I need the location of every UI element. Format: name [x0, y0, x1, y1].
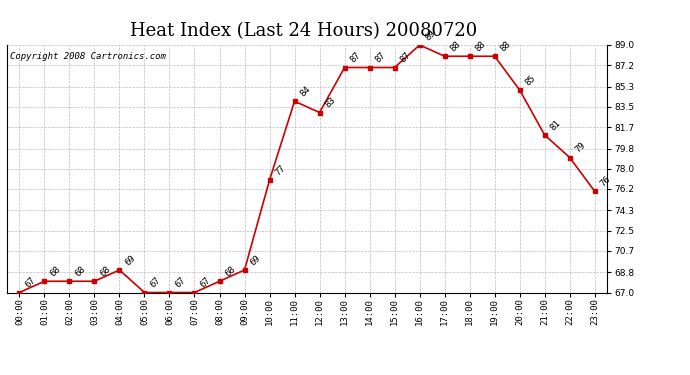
Text: 67: 67 — [199, 276, 213, 290]
Text: 88: 88 — [448, 39, 463, 54]
Text: 69: 69 — [124, 253, 137, 267]
Text: 84: 84 — [299, 84, 313, 99]
Text: 87: 87 — [348, 51, 363, 65]
Text: 68: 68 — [99, 264, 112, 279]
Text: 81: 81 — [549, 118, 563, 132]
Text: 68: 68 — [224, 264, 237, 279]
Text: 67: 67 — [148, 276, 163, 290]
Text: 67: 67 — [174, 276, 188, 290]
Text: 87: 87 — [399, 51, 413, 65]
Text: Copyright 2008 Cartronics.com: Copyright 2008 Cartronics.com — [10, 53, 166, 62]
Text: 68: 68 — [74, 264, 88, 279]
Text: 87: 87 — [374, 51, 388, 65]
Text: 76: 76 — [599, 174, 613, 189]
Text: Heat Index (Last 24 Hours) 20080720: Heat Index (Last 24 Hours) 20080720 — [130, 22, 477, 40]
Text: 68: 68 — [48, 264, 63, 279]
Text: 88: 88 — [474, 39, 488, 54]
Text: 79: 79 — [574, 141, 588, 155]
Text: 69: 69 — [248, 253, 263, 267]
Text: 83: 83 — [324, 96, 337, 110]
Text: 77: 77 — [274, 163, 288, 177]
Text: 85: 85 — [524, 73, 538, 87]
Text: 67: 67 — [23, 276, 37, 290]
Text: 89: 89 — [424, 28, 437, 42]
Text: 88: 88 — [499, 39, 513, 54]
